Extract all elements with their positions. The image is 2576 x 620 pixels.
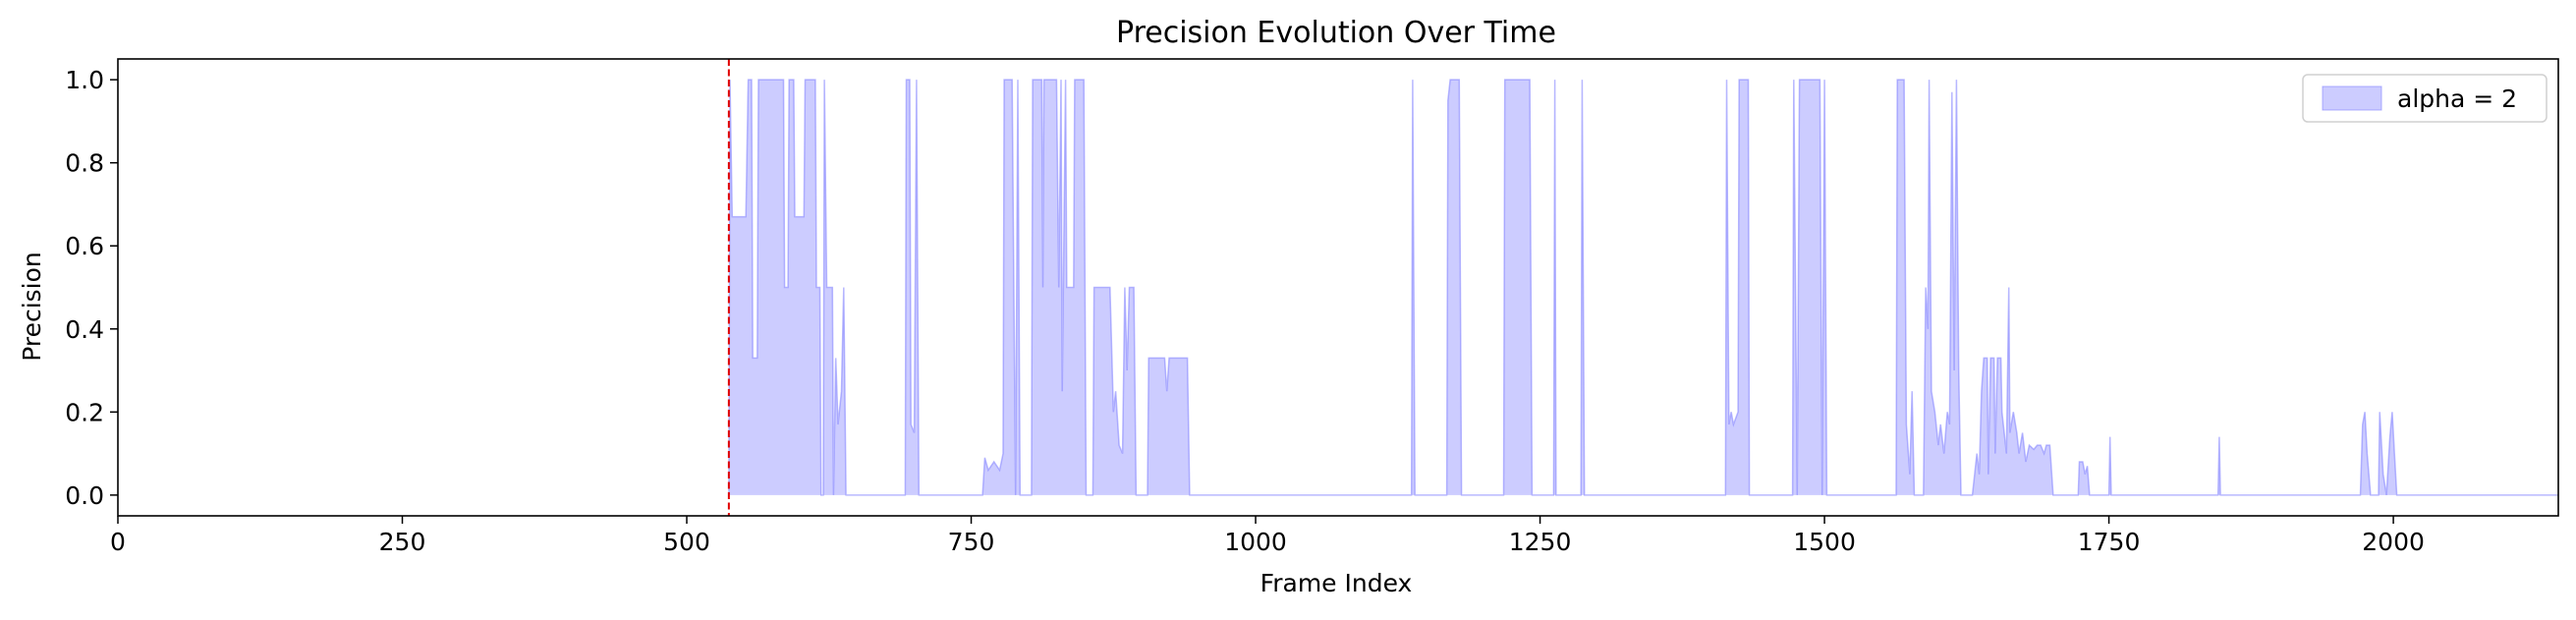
x-axis: 0 250 500 750 1000 1250 1500 1750 2000 xyxy=(110,516,2425,556)
x-tick-label: 0 xyxy=(110,528,126,556)
x-tick-label: 250 xyxy=(379,528,426,556)
y-axis: 0.0 0.2 0.4 0.6 0.8 1.0 xyxy=(65,66,118,510)
series-area-0 xyxy=(728,80,2397,495)
legend-label: alpha = 2 xyxy=(2397,85,2517,113)
x-tick-label: 1750 xyxy=(2078,528,2141,556)
y-tick-label: 0.0 xyxy=(65,481,104,510)
y-tick-label: 0.8 xyxy=(65,149,104,178)
x-tick-label: 1000 xyxy=(1224,528,1287,556)
y-tick-label: 1.0 xyxy=(65,66,104,94)
x-tick-label: 750 xyxy=(948,528,995,556)
x-tick-label: 2000 xyxy=(2362,528,2425,556)
series-line-0 xyxy=(728,79,2558,496)
x-axis-label: Frame Index xyxy=(1260,569,1413,597)
legend-swatch xyxy=(2322,85,2382,111)
plot-frame xyxy=(117,58,2559,517)
x-tick-label: 1500 xyxy=(1793,528,1856,556)
y-tick-label: 0.2 xyxy=(65,398,104,426)
legend: alpha = 2 xyxy=(2302,74,2548,123)
y-tick-label: 0.4 xyxy=(65,315,104,344)
y-axis-label: Precision xyxy=(18,252,46,362)
x-tick-label: 500 xyxy=(663,528,710,556)
y-tick-label: 0.6 xyxy=(65,232,104,260)
x-tick-label: 1250 xyxy=(1509,528,1572,556)
series-layer xyxy=(728,79,2558,496)
chart-title: Precision Evolution Over Time xyxy=(1116,16,1556,50)
